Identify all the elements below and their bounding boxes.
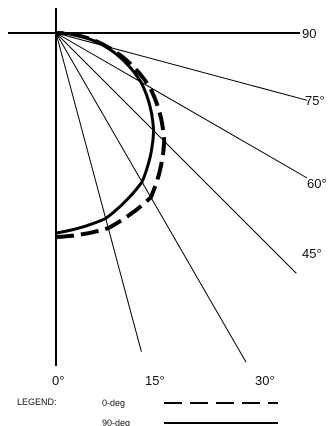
angle-label-0: 0° [52, 373, 64, 388]
legend: LEGEND: 0-deg 90-deg [17, 397, 278, 426]
angle-labels: 0° 15° 30° 45° 60° 75° 90 [52, 26, 327, 388]
ray-15deg [55, 32, 142, 352]
series-90-deg-curve [55, 31, 156, 235]
legend-title: LEGEND: [17, 397, 57, 407]
angle-rays [55, 32, 308, 363]
angle-label-90: 90 [302, 26, 316, 41]
ray-45deg [55, 32, 297, 274]
legend-label-0-deg: 0-deg [102, 398, 125, 408]
ray-75deg [55, 32, 308, 101]
angle-label-75: 75° [305, 93, 325, 108]
angle-label-30: 30° [255, 373, 275, 388]
data-curves [55, 31, 167, 239]
angle-label-15: 15° [145, 373, 165, 388]
ray-60deg [55, 32, 308, 179]
legend-label-90-deg: 90-deg [102, 418, 130, 426]
angle-label-45: 45° [302, 246, 322, 261]
angle-label-60: 60° [307, 176, 327, 191]
series-0-deg-curve [55, 31, 167, 239]
